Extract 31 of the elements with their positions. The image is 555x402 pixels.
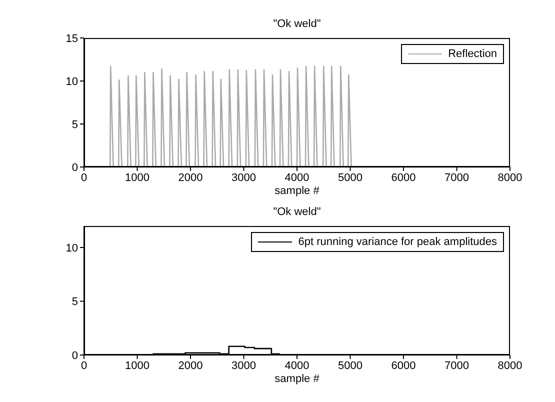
x-axis-title: sample # [274, 372, 320, 386]
x-tick-label: 1000 [125, 172, 150, 184]
x-tick-label: 6000 [391, 172, 416, 184]
legend-label: 6pt running variance for peak amplitudes [298, 236, 497, 248]
x-tick-label: 3000 [232, 172, 256, 184]
chart-title: "Ok weld" [272, 206, 322, 218]
legend-label: Reflection [448, 48, 497, 60]
x-axis-title: sample # [274, 184, 320, 198]
y-tick-label: 10 [66, 76, 78, 88]
y-tick-label: 10 [66, 242, 78, 254]
x-tick-label: 3000 [232, 360, 256, 372]
x-tick-label: 0 [80, 360, 88, 372]
x-tick-label: 8000 [498, 172, 522, 184]
x-tick-label: 0 [80, 172, 88, 184]
y-tick-label: 0 [72, 162, 78, 174]
x-tick-label: 5000 [338, 172, 362, 184]
x-tick-label: 8000 [498, 360, 522, 372]
y-tick-label: 15 [66, 32, 78, 45]
chart-title: "Ok weld" [272, 18, 322, 30]
x-tick-label: 2000 [178, 360, 203, 372]
x-tick-label: 6000 [391, 360, 416, 372]
x-tick-label: 7000 [444, 172, 469, 184]
x-tick-label: 7000 [444, 360, 469, 372]
x-tick-label: 4000 [284, 360, 310, 372]
x-tick-label: 5000 [338, 360, 362, 372]
x-tick-label: 4000 [284, 172, 310, 184]
x-tick-label: 2000 [178, 172, 203, 184]
x-tick-label: 1000 [125, 360, 150, 372]
y-tick-label: 5 [72, 118, 78, 131]
y-tick-label: 5 [72, 296, 78, 308]
y-tick-label: 0 [72, 350, 78, 362]
